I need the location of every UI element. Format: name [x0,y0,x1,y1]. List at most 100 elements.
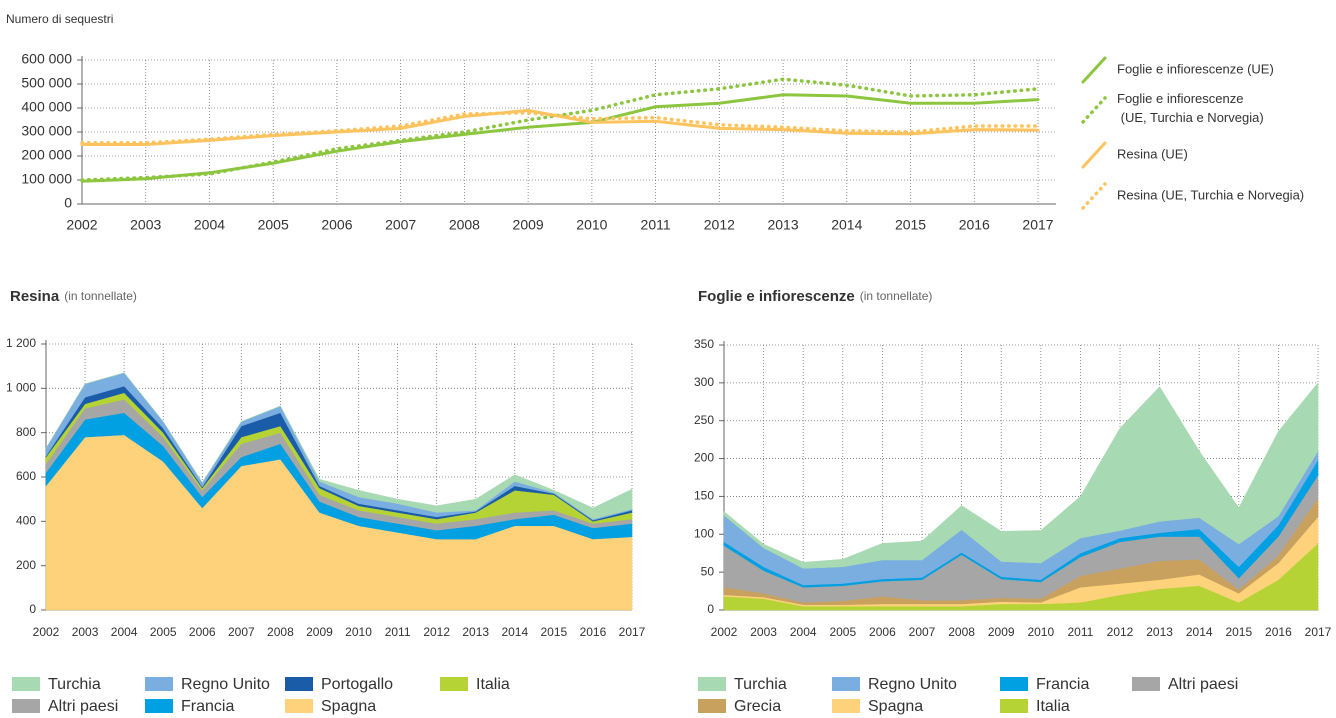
legend-label: Spagna [868,698,923,715]
x-tick-label: 2014 [831,217,862,233]
chart-title: Resina (in tonnellate) [10,288,137,305]
y-tick-label: 500 000 [21,75,72,91]
y-tick-label: 0 [707,602,714,616]
legend-label: Turchia [48,676,101,693]
legend-label: Italia [476,676,510,693]
legend-label: Altri paesi [1168,676,1238,693]
x-tick-label: 2009 [988,625,1015,639]
x-tick-label: 2014 [501,625,528,639]
subtitle: (in tonnellate) [64,289,137,303]
x-tick-label: 2013 [462,625,489,639]
legend-swatch [12,677,40,691]
x-tick-label: 2015 [1225,625,1252,639]
legend-swatch [440,677,468,691]
y-tick-label: 600 000 [21,51,72,67]
x-tick-label: 2016 [959,217,990,233]
x-tick-label: 2005 [150,625,177,639]
x-tick-label: 2016 [580,625,607,639]
legend-label: Grecia [734,698,781,715]
x-tick-label: 2006 [869,625,896,639]
legend-label: Foglie e infiorescenze (UE) [1117,61,1274,76]
x-tick-label: 2006 [321,217,352,233]
area-series [45,372,633,520]
chart-title: Foglie e infiorescenze (in tonnellate) [698,288,932,305]
x-tick-label: 2010 [576,217,607,233]
legend-swatch [1000,677,1028,691]
x-tick-label: 2012 [423,625,450,639]
title: Resina [10,288,60,305]
x-tick-label: 2003 [750,625,777,639]
legend-label: Regno Unito [868,676,957,693]
x-tick-label: 2003 [130,217,161,233]
line-series [80,77,1040,182]
subtitle: (in tonnellate) [860,289,933,303]
x-tick-label: 2017 [619,625,646,639]
x-tick-label: 2010 [1027,625,1054,639]
x-tick-label: 2007 [385,217,416,233]
x-tick-label: 2013 [767,217,798,233]
title: Foglie e infiorescenze [698,288,855,305]
x-tick-label: 2007 [228,625,255,639]
x-tick-label: 2011 [385,625,411,639]
legend-swatch [1000,699,1028,713]
y-tick-label: 0 [29,602,36,616]
legend-label-line: Foglie e infiorescenze [1117,91,1243,106]
x-tick-label: 2003 [72,625,99,639]
legend-label-line: (UE, Turchia e Norvegia) [1117,110,1264,125]
legend-icon [1081,96,1107,124]
y-tick-label: 100 [694,526,714,540]
y-tick-label: 800 [16,425,36,439]
x-tick-label: 2011 [641,217,671,233]
y-tick-label: 0 [64,195,72,211]
legend-label: Portogallo [321,676,393,693]
y-tick-label: 1 200 [6,336,36,350]
y-tick-label: 400 000 [21,99,72,115]
line-series [80,111,1040,145]
x-tick-label: 2017 [1022,217,1053,233]
legend-label: Regno Unito [181,676,270,693]
x-tick-label: 2009 [513,217,544,233]
legend-label: Resina (UE, Turchia e Norvegia) [1117,187,1304,202]
x-tick-label: 2008 [267,625,294,639]
x-tick-label: 2010 [345,625,372,639]
x-tick-label: 2015 [541,625,568,639]
legend-icon [1081,56,1107,84]
y-tick-label: 100 000 [21,171,72,187]
x-tick-label: 2004 [111,625,138,639]
y-tick-label: 1 000 [6,381,36,395]
y-tick-label: 200 [16,558,36,572]
legend-label: Altri paesi [48,698,118,715]
legend-label: Foglie e infiorescenze (UE, Turchia e No… [1117,91,1264,125]
x-tick-label: 2014 [1186,625,1213,639]
x-tick-label: 2015 [895,217,926,233]
x-tick-label: 2008 [449,217,480,233]
legend-swatch [285,699,313,713]
x-tick-label: 2002 [33,625,60,639]
x-tick-label: 2017 [1305,625,1332,639]
x-tick-label: 2004 [194,217,225,233]
y-tick-label: 150 [694,489,714,503]
legend-label: Francia [181,698,234,715]
legend-swatch [1132,677,1160,691]
y-tick-label: 200 [694,451,714,465]
legend-swatch [285,677,313,691]
legend-swatch [832,699,860,713]
x-tick-label: 2013 [1146,625,1173,639]
y-tick-label: 50 [701,564,715,578]
x-tick-label: 2011 [1067,625,1093,639]
legend-label: Resina (UE) [1117,146,1188,161]
legend-swatch [698,677,726,691]
x-tick-label: 2012 [1107,625,1134,639]
x-tick-label: 2005 [829,625,856,639]
area-series [723,382,1319,569]
x-tick-label: 2006 [189,625,216,639]
x-tick-label: 2005 [258,217,289,233]
x-tick-label: 2002 [66,217,97,233]
y-tick-label: 400 [16,514,36,528]
line-series [80,93,1040,183]
x-tick-label: 2012 [704,217,735,233]
legend-swatch [145,699,173,713]
legend-swatch [832,677,860,691]
y-axis-label: Numero di sequestri [6,12,113,26]
x-tick-label: 2007 [909,625,936,639]
